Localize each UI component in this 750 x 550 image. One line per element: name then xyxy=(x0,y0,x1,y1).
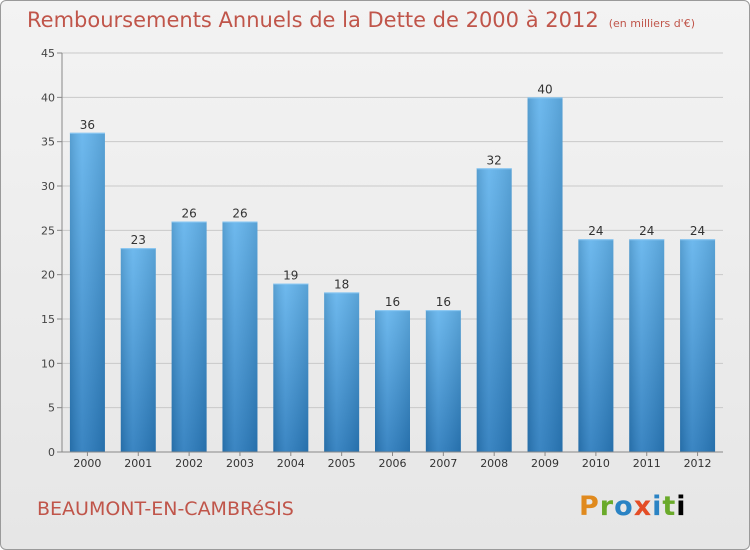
bar-shade xyxy=(578,239,614,452)
logo-letter: i xyxy=(652,491,663,522)
bar-shade xyxy=(375,310,410,452)
bar-shade xyxy=(222,221,258,452)
bar-shade xyxy=(120,248,156,452)
x-tick-label: 2000 xyxy=(73,457,101,470)
x-tick-label: 2012 xyxy=(684,457,712,470)
y-tick-label: 40 xyxy=(41,91,55,104)
x-tick-label: 2003 xyxy=(226,457,254,470)
x-tick-label: 2007 xyxy=(429,457,457,470)
bar-shade xyxy=(69,132,105,453)
data-label: 32 xyxy=(487,153,502,167)
bar-shade xyxy=(273,283,309,452)
bar-shade xyxy=(629,239,665,452)
y-tick-label: 10 xyxy=(41,357,55,370)
commune-name: BEAUMONT-EN-CAMBRéSIS xyxy=(37,498,294,520)
y-tick-label: 5 xyxy=(48,402,55,415)
logo-letter: P xyxy=(579,491,600,522)
y-tick-label: 20 xyxy=(41,269,55,282)
y-tick-label: 15 xyxy=(41,313,55,326)
proxiti-logo: Proxiti xyxy=(579,491,687,522)
axis-layer: 0 5 10 15 20 25 30 35 40 45 2000 2001 2002 2003 2004 20… xyxy=(41,47,723,470)
x-tick-label: 2004 xyxy=(277,457,305,470)
data-label: 23 xyxy=(131,233,146,247)
data-label: 24 xyxy=(588,224,603,238)
logo-letter: i xyxy=(676,491,687,522)
bar-shade xyxy=(425,310,461,452)
x-tick-label: 2011 xyxy=(633,457,661,470)
bar-shade xyxy=(476,168,512,452)
x-tick-label: 2001 xyxy=(124,457,152,470)
data-label: 26 xyxy=(181,206,196,220)
title-text: Remboursements Annuels de la Dette de 20… xyxy=(27,8,599,32)
logo-letter: r xyxy=(599,491,615,522)
data-label: 40 xyxy=(537,82,552,96)
y-tick-label: 30 xyxy=(41,180,55,193)
data-label: 24 xyxy=(690,224,705,238)
chart-title: Remboursements Annuels de la Dette de 20… xyxy=(27,8,695,32)
x-tick-label: 2008 xyxy=(480,457,508,470)
y-tick-label: 45 xyxy=(41,47,55,60)
data-label: 18 xyxy=(334,277,349,291)
data-label: 24 xyxy=(639,224,654,238)
bar-shade xyxy=(171,221,207,452)
y-tick-label: 0 xyxy=(48,446,55,459)
data-label: 19 xyxy=(283,269,298,283)
y-tick-label: 35 xyxy=(41,136,55,149)
x-tick-label: 2006 xyxy=(379,457,407,470)
data-label: 26 xyxy=(232,206,247,220)
x-tick-label: 2002 xyxy=(175,457,203,470)
bar-shade xyxy=(680,239,716,452)
y-tick-label: 25 xyxy=(41,224,55,237)
bar-shade xyxy=(527,97,563,452)
logo-letter: t xyxy=(662,491,677,522)
chart-subtitle: (en milliers d'€) xyxy=(608,17,695,30)
x-tick-label: 2010 xyxy=(582,457,610,470)
data-label: 16 xyxy=(385,295,400,309)
x-tick-label: 2005 xyxy=(328,457,356,470)
bar-shade xyxy=(324,292,360,452)
logo-letter: o xyxy=(614,491,634,522)
x-tick-label: 2009 xyxy=(531,457,559,470)
data-label: 36 xyxy=(80,118,95,132)
bar-layer: 36 23 26 26 19 18 16 16 32 40 24 24 24 xyxy=(69,82,716,453)
logo-letter: x xyxy=(633,491,653,522)
data-label: 16 xyxy=(436,295,451,309)
